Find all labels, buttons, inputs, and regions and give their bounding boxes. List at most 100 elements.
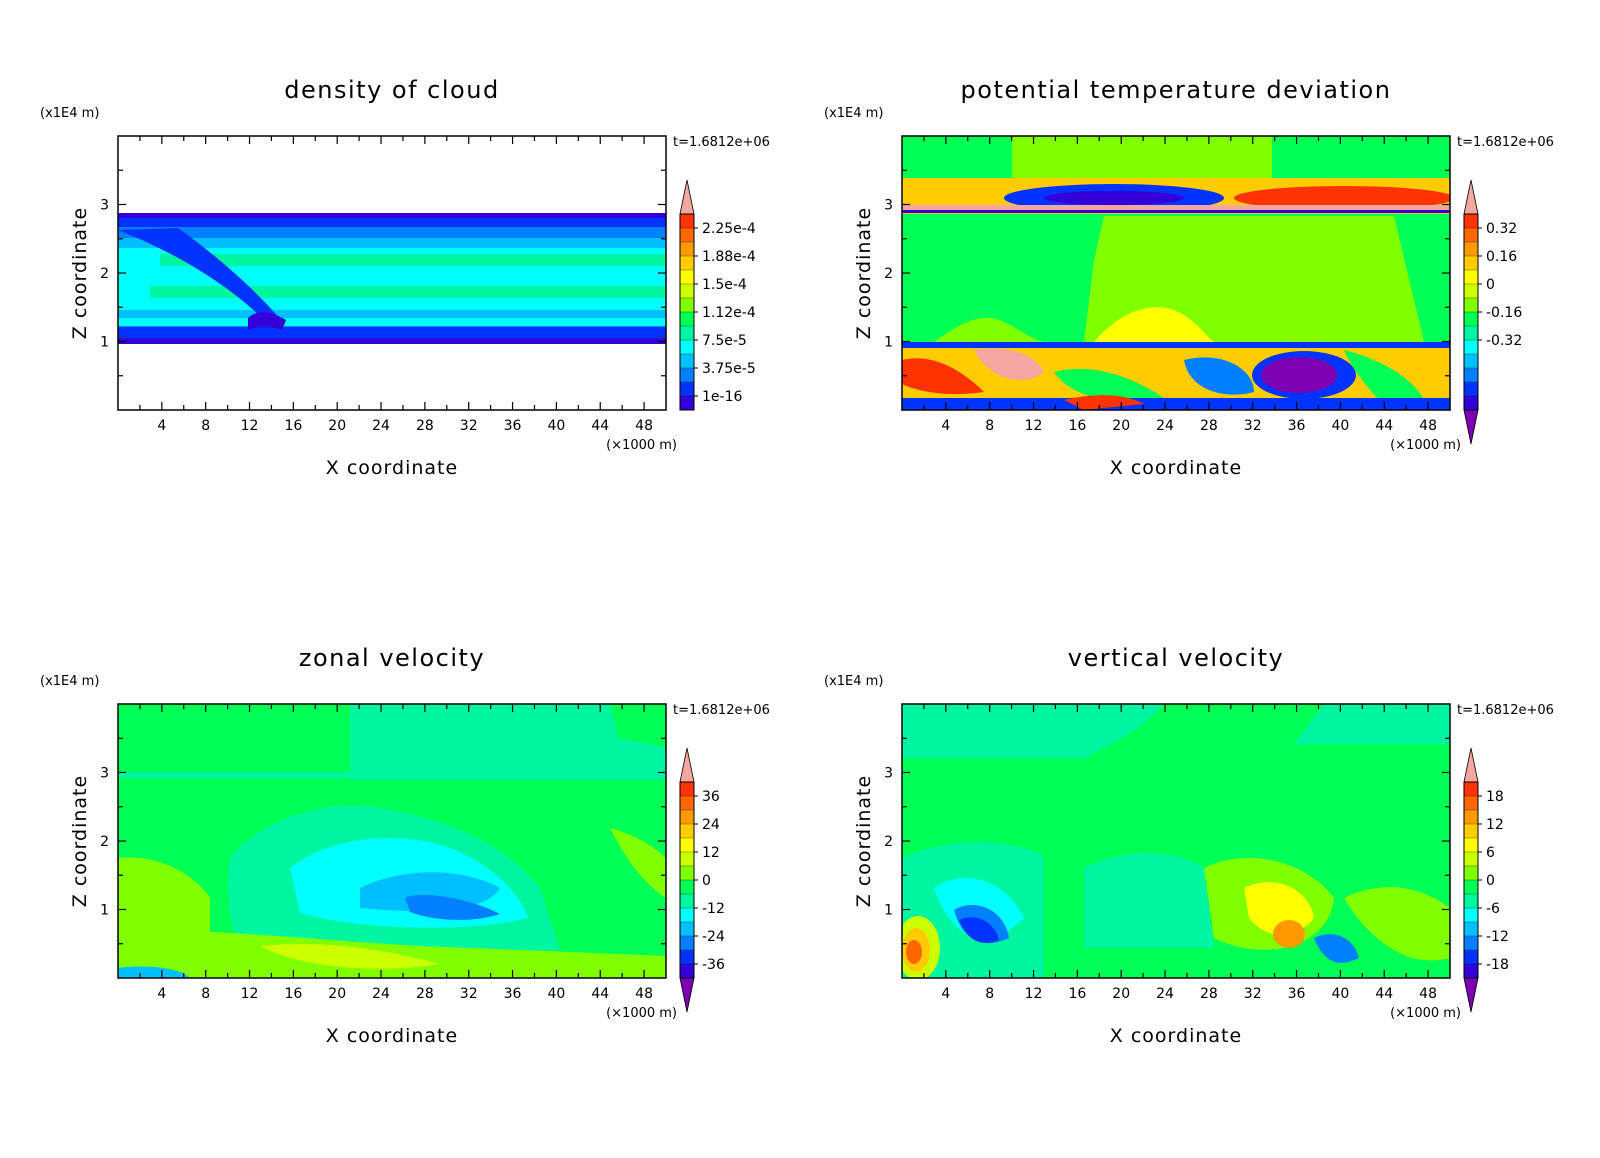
chart-title: vertical velocity	[1068, 644, 1284, 672]
upper-left-region	[902, 704, 1164, 758]
x-tick-label: 44	[591, 986, 609, 1002]
x-tick-label: 24	[1156, 418, 1174, 434]
colorbar-label: 36	[702, 789, 720, 805]
y-tick-label: 2	[100, 834, 109, 850]
colorbar-band	[1463, 949, 1479, 965]
eddy-3	[1054, 368, 1164, 401]
tilted-plume	[118, 228, 283, 322]
y-unit-label: (x1E4 m)	[824, 106, 883, 121]
colorbar-label: 0.16	[1486, 249, 1517, 265]
x-tick-label: 48	[1419, 418, 1437, 434]
colorbar-band	[679, 907, 695, 923]
colorbar-band	[679, 227, 695, 243]
y-axis-label: Z coordinate	[69, 207, 91, 339]
colorbar-band	[679, 837, 695, 853]
x-tick-label: 40	[1331, 986, 1349, 1002]
x-tick-label: 32	[1244, 418, 1262, 434]
panel-zonal-velocity: zonal velocity (x1E4 m) t=1.6812e+06 (×1…	[0, 568, 800, 1147]
chart-vertical-velocity: vertical velocity (x1E4 m) t=1.6812e+06 …	[824, 644, 1554, 1047]
colorbar-band	[1463, 879, 1479, 895]
x-unit-label: (×1000 m)	[1390, 1006, 1461, 1021]
field-plot	[902, 136, 1450, 410]
right-positive	[1344, 887, 1450, 961]
surface-band	[902, 398, 1450, 410]
colorbar-label: 2.25e-4	[702, 221, 756, 237]
x-tick-label: 8	[985, 418, 994, 434]
x-tick-label: 16	[284, 986, 302, 1002]
y-unit-label: (x1E4 m)	[824, 674, 883, 689]
field-plot	[118, 136, 666, 410]
colorbar-band	[1463, 781, 1479, 797]
y-tick-label: 3	[884, 198, 893, 214]
colorbar-label: 1.88e-4	[702, 249, 756, 265]
x-tick-label: 48	[635, 986, 653, 1002]
jet-core	[405, 894, 500, 920]
colorbar-band	[1463, 367, 1479, 383]
inversion-dark-line	[902, 210, 1450, 213]
chart-density-of-cloud: density of cloud (x1E4 m) t=1.6812e+06 (…	[40, 76, 770, 479]
colorbar: 0.32 0.16 0 -0.16 -0.32	[1463, 179, 1522, 445]
x-tick-label: 20	[1112, 418, 1130, 434]
colorbar-label: 18	[1486, 789, 1504, 805]
colorbar-band	[1463, 795, 1479, 811]
colorbar-top-triangle	[679, 747, 695, 783]
colorbar-band	[679, 893, 695, 909]
colorbar-label: 0	[1486, 277, 1495, 293]
colorbar-band	[679, 325, 695, 341]
colorbar-band	[1463, 837, 1479, 853]
colorbar-label: 0	[1486, 873, 1495, 889]
y-tick-label: 2	[100, 266, 109, 282]
colorbar-label: 24	[702, 817, 720, 833]
colorbar-band	[679, 935, 695, 951]
x-axis-label: X coordinate	[1110, 1025, 1242, 1047]
colorbar-label: -24	[702, 929, 725, 945]
x-tick-label: 12	[241, 986, 259, 1002]
time-label: t=1.6812e+06	[673, 135, 770, 150]
upper-region	[350, 704, 666, 780]
colorbar-label: -12	[1486, 929, 1509, 945]
colorbar-band	[679, 949, 695, 965]
cloud-top-edge	[118, 213, 666, 218]
right-positive	[610, 828, 666, 898]
band-green-upper	[160, 254, 666, 266]
colorbar-band	[1463, 227, 1479, 243]
x-tick-label: 36	[504, 418, 522, 434]
x-tick-label: 32	[460, 418, 478, 434]
x-tick-label: 4	[157, 986, 166, 1002]
downdraft-core	[959, 917, 999, 943]
colorbar-bottom-triangle	[1463, 977, 1479, 1013]
surface-positive-core	[260, 944, 440, 969]
colorbar-label: 1.12e-4	[702, 305, 756, 321]
x-tick-label: 36	[1288, 418, 1306, 434]
x-tick-label: 48	[1419, 986, 1437, 1002]
inversion-line	[902, 205, 1450, 213]
x-tick-label: 44	[591, 418, 609, 434]
field-plot	[902, 704, 1450, 978]
x-tick-label: 8	[201, 418, 210, 434]
colorbar-band	[1463, 381, 1479, 397]
x-tick-label: 44	[1375, 986, 1393, 1002]
x-tick-label: 8	[985, 986, 994, 1002]
colorbar-band	[1463, 269, 1479, 285]
x-tick-label: 20	[1112, 986, 1130, 1002]
colorbar-band	[679, 241, 695, 257]
colorbar-label: 0.32	[1486, 221, 1517, 237]
colorbar-band	[679, 921, 695, 937]
y-unit-label: (x1E4 m)	[40, 106, 99, 121]
y-unit-label: (x1E4 m)	[40, 674, 99, 689]
x-tick-label: 36	[1288, 986, 1306, 1002]
colorbar-band	[1463, 241, 1479, 257]
x-tick-label: 16	[284, 418, 302, 434]
colorbar-band	[1463, 851, 1479, 867]
colorbar-band	[679, 395, 695, 411]
x-tick-label: 32	[460, 986, 478, 1002]
y-tick-label: 1	[884, 335, 893, 351]
boundary-top	[902, 342, 1450, 348]
warm-bump-1	[934, 317, 1044, 342]
colorbar-label: -36	[702, 957, 725, 973]
x-tick-label: 32	[1244, 986, 1262, 1002]
colorbar-band	[679, 865, 695, 881]
x-tick-label: 24	[372, 418, 390, 434]
cloud-base-edge	[118, 338, 666, 344]
updraft-right-core	[1273, 920, 1305, 948]
